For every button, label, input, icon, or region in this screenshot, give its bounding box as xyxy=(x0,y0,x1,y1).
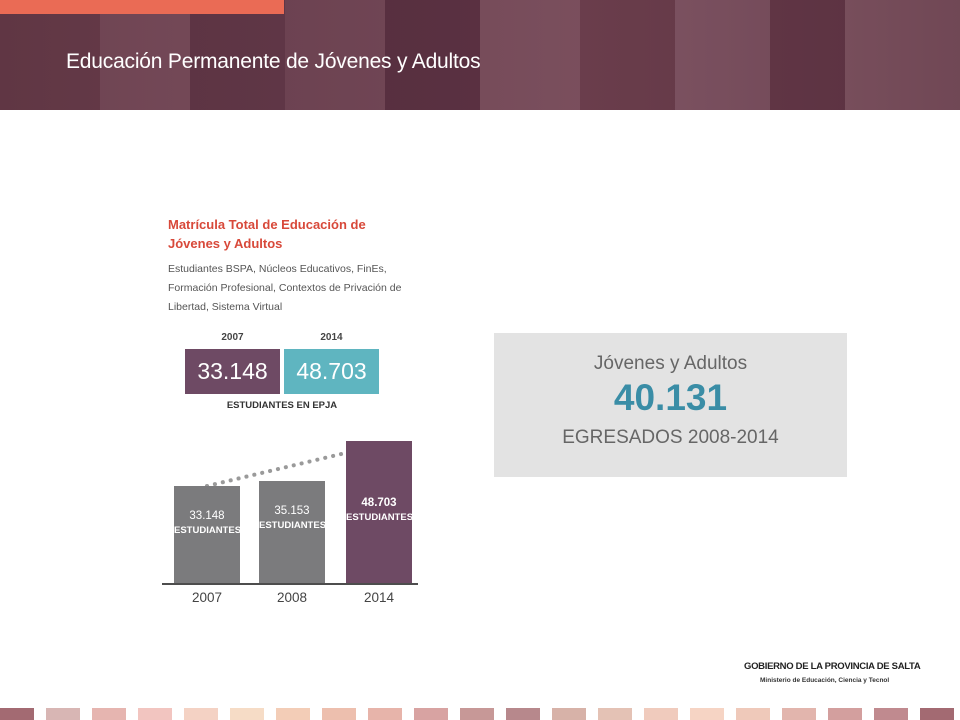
egresados-label: Jóvenes y Adultos xyxy=(593,353,748,374)
year-label-2007: 2007 xyxy=(221,332,244,343)
strip-square xyxy=(828,708,862,720)
strip-square xyxy=(460,708,494,720)
strip-square xyxy=(736,708,770,720)
strip-square xyxy=(644,708,678,720)
x-tick-2007: 2007 xyxy=(191,590,223,605)
strip-square xyxy=(184,708,218,720)
x-tick-2008: 2008 xyxy=(276,590,308,605)
banner-shade xyxy=(0,0,960,110)
x-tick-2014: 2014 xyxy=(363,590,395,605)
value-box-2014: 48.703 xyxy=(284,349,379,394)
strip-square xyxy=(368,708,402,720)
strip-square xyxy=(552,708,586,720)
year-label-2014: 2014 xyxy=(320,332,343,343)
value-box-2007: 33.148 xyxy=(185,349,280,394)
strip-square xyxy=(92,708,126,720)
page-title: Educación Permanente de Jóvenes y Adulto… xyxy=(66,50,481,73)
header-banner: Educación Permanente de Jóvenes y Adulto… xyxy=(0,0,960,110)
strip-square xyxy=(874,708,908,720)
strip-square xyxy=(0,708,34,720)
egresados-caption: EGRESADOS 2008-2014 xyxy=(562,427,779,448)
ministry-text: Ministerio de Educación, Ciencia y Tecno… xyxy=(760,677,890,684)
strip-square xyxy=(414,708,448,720)
strip-square xyxy=(506,708,540,720)
strip-square xyxy=(322,708,356,720)
bar-unit-label: ESTUDIANTES xyxy=(259,520,327,531)
strip-square xyxy=(276,708,310,720)
strip-square xyxy=(230,708,264,720)
bar-value-label: 35.153 xyxy=(274,505,310,517)
matricula-title: Matrícula Total de Educación de Jóvenes … xyxy=(168,217,366,251)
bar-2008: 35.153 ESTUDIANTES xyxy=(259,481,327,583)
decorative-strip xyxy=(0,708,960,720)
egresados-card: Jóvenes y Adultos 40.131 EGRESADOS 2008-… xyxy=(494,333,847,477)
strip-square xyxy=(782,708,816,720)
chart-baseline xyxy=(162,583,418,585)
gov-logo-text: GOBIERNO DE LA PROVINCIA DE SALTA xyxy=(744,661,921,672)
bar-value-label: 48.703 xyxy=(361,497,397,509)
banner-accent-bar xyxy=(0,0,284,14)
bar-unit-label: ESTUDIANTES xyxy=(346,512,414,523)
epja-caption: ESTUDIANTES EN EPJA xyxy=(226,400,338,411)
bar-2007: 33.148 ESTUDIANTES xyxy=(174,486,242,583)
strip-square xyxy=(690,708,724,720)
bar-2014: 48.703 ESTUDIANTES xyxy=(346,441,414,583)
bar-unit-label: ESTUDIANTES xyxy=(174,525,242,536)
strip-square xyxy=(46,708,80,720)
strip-square xyxy=(920,708,954,720)
strip-square xyxy=(598,708,632,720)
bar-value-label: 33.148 xyxy=(189,510,225,522)
matricula-subtitle: Estudiantes BSPA, Núcleos Educativos, Fi… xyxy=(168,263,402,313)
egresados-value: 40.131 xyxy=(613,377,728,418)
strip-square xyxy=(138,708,172,720)
